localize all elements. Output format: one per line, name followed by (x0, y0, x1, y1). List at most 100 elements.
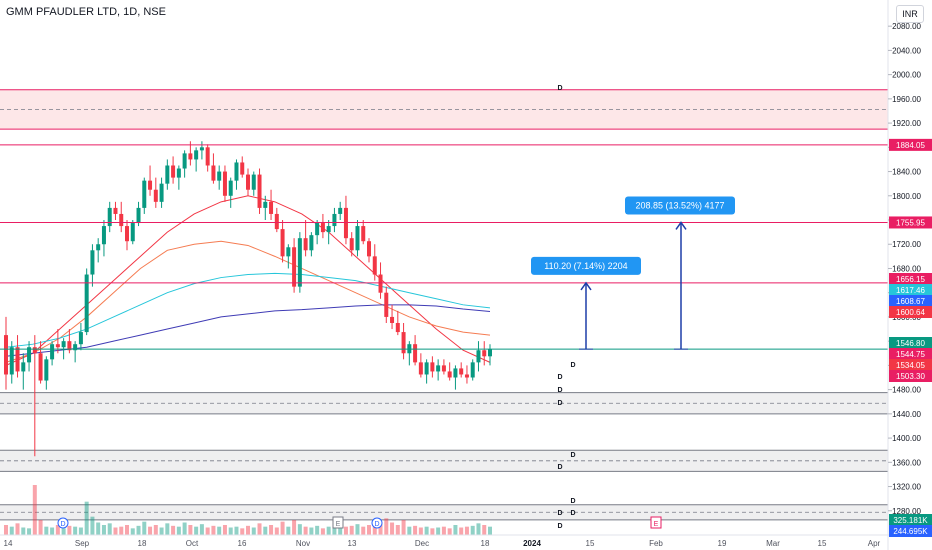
y-tick-label: 1280.00 (892, 507, 921, 516)
candle-body (430, 362, 435, 372)
y-tick-label: 1720.00 (892, 240, 921, 249)
candle-body (251, 174, 256, 190)
candle-body (280, 229, 285, 257)
price-badge: 1503.30 (896, 372, 925, 381)
volume-bar (211, 525, 216, 535)
volume-bar (464, 526, 469, 535)
volume-bar (390, 522, 395, 535)
volume-bar (320, 528, 325, 535)
candle-body (476, 350, 481, 363)
volume-bar (430, 528, 435, 535)
volume-bar (171, 525, 176, 535)
volume-bar (188, 525, 193, 535)
x-tick-label: 14 (4, 539, 13, 548)
volume-bar (119, 526, 124, 535)
volume-bar (470, 525, 475, 535)
x-axis[interactable]: 14 Sep 18 Oct 16 Nov 13 Dec 18 2024 15 Feb 19 Mar 15 Ap… (0, 534, 932, 548)
currency-button[interactable]: INR (896, 5, 924, 23)
volume-bar (476, 523, 481, 535)
candle-body (4, 335, 8, 375)
volume-bar (274, 527, 279, 535)
dividend-badge (371, 517, 383, 529)
price-badge-box (889, 216, 932, 229)
candle-body (355, 226, 360, 251)
candle-body (171, 165, 176, 178)
candle-body (413, 344, 418, 363)
volume-bar (401, 520, 406, 535)
y-tick-label: 2080.00 (892, 22, 921, 31)
volume-bar (61, 528, 66, 535)
volume-bar (84, 501, 89, 535)
candle-body (67, 341, 72, 351)
earnings-badge-label: E (654, 521, 659, 528)
candle-body (159, 183, 164, 202)
candle-body (309, 235, 314, 251)
price-badge: 1534.05 (896, 361, 925, 370)
volume-bar (101, 525, 106, 535)
price-badge: 1608.67 (896, 297, 925, 306)
volume-bar (165, 523, 170, 535)
measure-arrowhead (675, 221, 687, 230)
measurements[interactable]: 110.20 (7.14%) 2204 208.85 (13.52%) 4177 (531, 196, 735, 350)
candle-body (73, 344, 78, 351)
earnings-badge (332, 516, 344, 529)
dividend-marker: D (557, 387, 562, 394)
dividend-marker: D (557, 464, 562, 471)
candle-body (378, 274, 383, 293)
volume-bar (280, 521, 285, 535)
price-badge-box (889, 306, 932, 318)
candle-body (21, 362, 26, 372)
candle-body (148, 180, 153, 190)
price-badge: 1884.05 (896, 141, 925, 150)
candle-body (286, 247, 291, 257)
volume-bar (199, 524, 204, 535)
volume-bar (107, 523, 112, 535)
candle-body (125, 226, 129, 242)
volume-bar (217, 526, 222, 535)
candle-body (343, 207, 348, 239)
volume-bar (21, 527, 26, 535)
candle-body (274, 213, 279, 230)
y-tick-label: 1480.00 (892, 386, 921, 395)
dividend-marker: D (557, 510, 562, 517)
candle-body (9, 347, 14, 375)
volume-bar (315, 525, 320, 535)
volume-bar (372, 523, 377, 535)
volume-bar (205, 527, 210, 535)
candle-body (217, 171, 222, 181)
candle-body (176, 168, 181, 178)
y-tick-label: 1840.00 (892, 168, 921, 177)
volume-bar (292, 520, 297, 535)
price-badge-box (889, 337, 932, 349)
volume-bar (78, 527, 83, 535)
measure-label: 110.20 (7.14%) 2204 (544, 261, 627, 271)
volume-bar (96, 522, 101, 535)
candle-body (182, 153, 187, 169)
volume-bar (395, 525, 400, 535)
volume-bar (73, 526, 78, 535)
x-tick-label: 18 (138, 539, 147, 548)
candle-body (32, 347, 37, 354)
candle-body (384, 292, 389, 317)
dividend-marker: D (570, 452, 575, 459)
volume-bar (246, 525, 250, 535)
volume-bar (125, 525, 129, 535)
dividend-marker: D (570, 510, 575, 517)
dividend-badge-label: D (374, 521, 379, 528)
moving-averages (5, 195, 491, 366)
volume-bar (50, 527, 55, 535)
dividend-marker: D (557, 85, 562, 92)
moving-average-line (5, 195, 491, 366)
candle-body (55, 344, 60, 348)
candle-body (27, 347, 32, 363)
candle-body (130, 223, 135, 242)
candle-body (44, 359, 49, 381)
moving-average-line (5, 272, 491, 348)
candle-body (38, 353, 43, 381)
volume-bar (153, 525, 158, 535)
price-badge-box (889, 359, 932, 371)
candle-body (234, 162, 239, 181)
dividend-badge-label: D (60, 521, 65, 528)
dividend-marker: D (570, 362, 575, 369)
